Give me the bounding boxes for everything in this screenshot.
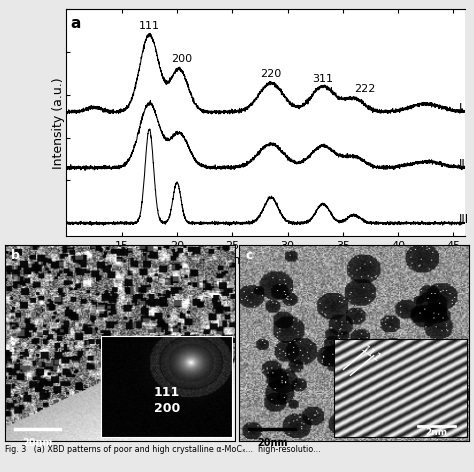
Text: 220: 220 [260,69,282,79]
Text: 222: 222 [354,84,376,94]
Text: 311: 311 [312,74,333,84]
Text: a: a [71,16,81,31]
Text: c: c [246,249,253,261]
Text: 111: 111 [139,21,160,31]
Text: b: b [11,249,20,261]
Text: 20nm: 20nm [257,438,287,448]
Text: II: II [459,158,466,171]
Text: III: III [459,213,469,227]
Text: 20nm: 20nm [22,438,53,448]
Text: I: I [459,102,462,115]
Text: 200: 200 [171,54,192,64]
Text: Fig. 3   (a) XBD patterns of poor and high crystalline α-MoCₓ...  high-resolutio: Fig. 3 (a) XBD patterns of poor and high… [5,445,320,454]
X-axis label: 2 Theta / degree: 2 Theta / degree [213,253,318,267]
Y-axis label: Intensity (a.u.): Intensity (a.u.) [52,77,65,169]
